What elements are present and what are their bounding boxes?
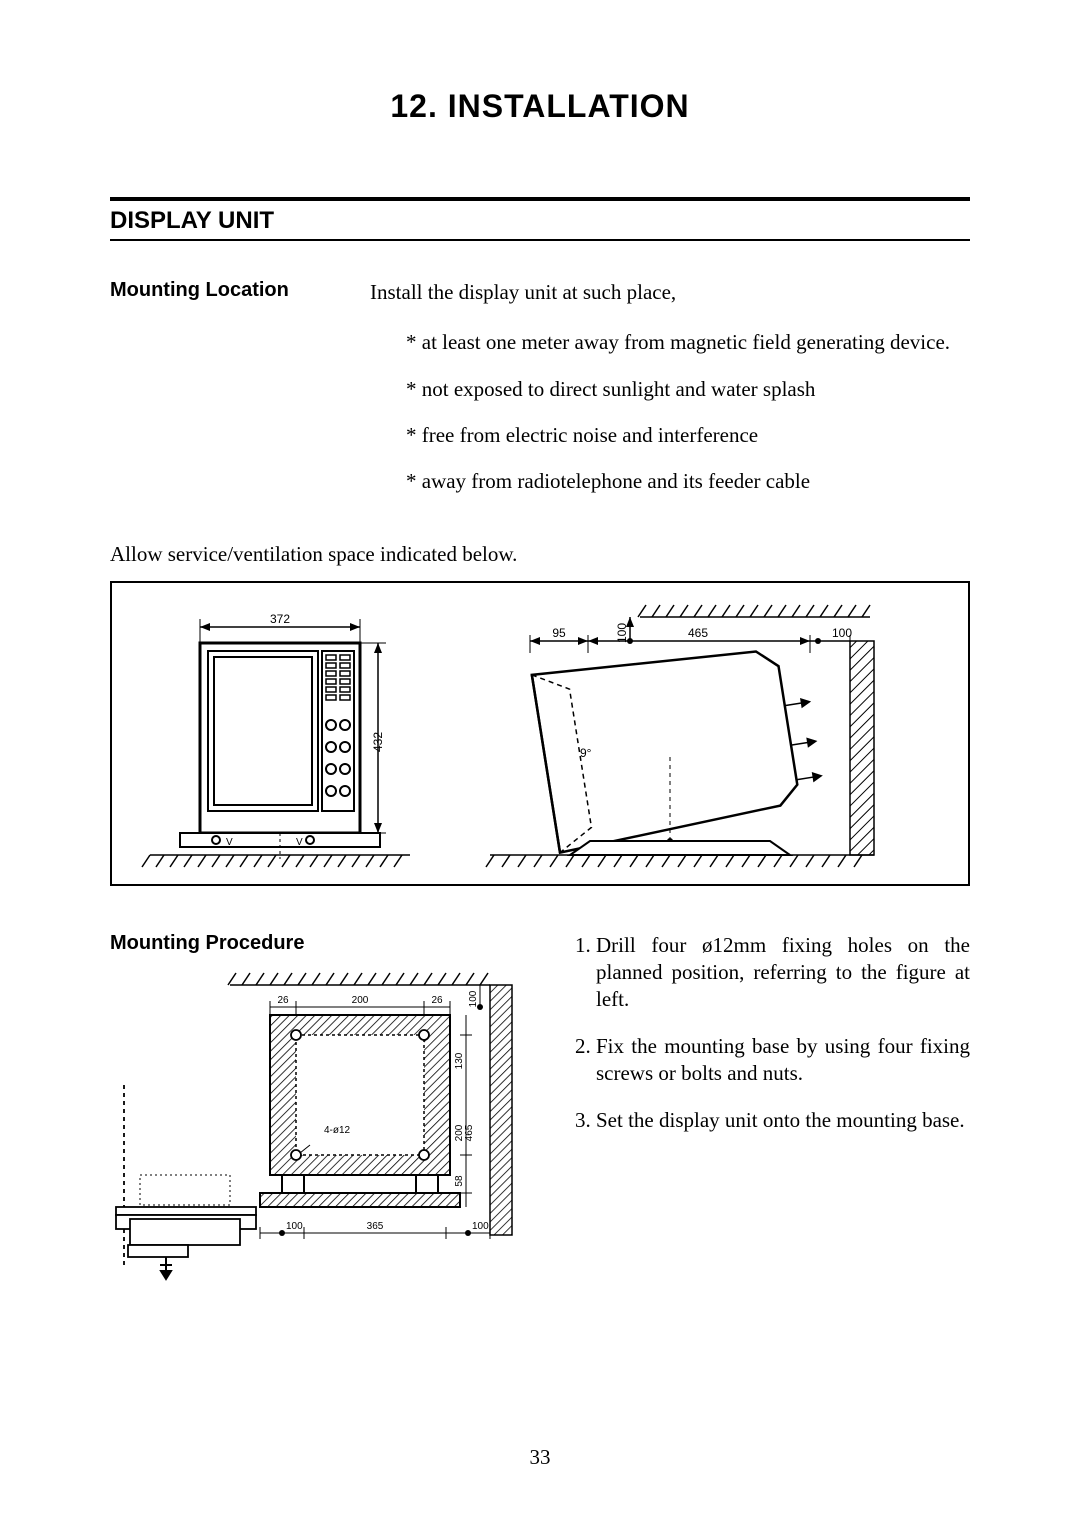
mounting-procedure-heading: Mounting Procedure xyxy=(110,932,540,955)
dimension-figure: 372 V V xyxy=(110,581,970,886)
list-item: at least one meter away from magnetic fi… xyxy=(406,329,970,355)
page-number: 33 xyxy=(0,1445,1080,1470)
mounting-location-bullets: at least one meter away from magnetic fi… xyxy=(370,329,970,494)
dim-label: 465 xyxy=(464,1124,475,1141)
hole-callout: 4-ø12 xyxy=(324,1125,351,1136)
dim-label: 100 xyxy=(468,990,479,1007)
dim-label: 95 xyxy=(552,626,566,640)
dim-label: 465 xyxy=(688,626,708,640)
foot-mark: V xyxy=(226,837,233,848)
chapter-number: 12. xyxy=(390,88,437,124)
mounting-location-intro: Install the display unit at such place, xyxy=(370,279,970,305)
chapter-title: 12. INSTALLATION xyxy=(110,88,970,125)
service-ventilation-line: Allow service/ventilation space indicate… xyxy=(110,542,970,567)
chapter-name: INSTALLATION xyxy=(448,88,690,124)
base-plan-diagram: 100 26 200 26 4-ø12 xyxy=(110,965,540,1285)
list-item: Fix the mounting base by using four fixi… xyxy=(596,1033,970,1087)
dim-label: 100 xyxy=(832,626,852,640)
dim-label: 26 xyxy=(277,995,289,1006)
tilt-angle-label: 9° xyxy=(580,746,592,760)
side-view-diagram: 100 95 465 100 xyxy=(470,597,900,872)
dim-label: 365 xyxy=(367,1221,384,1232)
list-item: free from electric noise and interferenc… xyxy=(406,422,970,448)
dim-label: 100 xyxy=(286,1221,303,1232)
dim-label: 372 xyxy=(270,612,290,626)
dim-label: 100 xyxy=(472,1221,489,1232)
list-item: Drill four ø12mm fixing holes on the pla… xyxy=(596,932,970,1013)
dim-label: 26 xyxy=(431,995,443,1006)
list-item: Set the display unit onto the mounting b… xyxy=(596,1107,970,1134)
foot-mark: V xyxy=(296,837,303,848)
dim-label: 432 xyxy=(371,732,385,752)
front-view-diagram: 372 V V xyxy=(130,597,430,872)
dim-label: 130 xyxy=(454,1052,465,1069)
mounting-procedure-block: Mounting Procedure xyxy=(110,932,970,1290)
section-title: DISPLAY UNIT xyxy=(110,201,970,239)
section-rule-bottom xyxy=(110,239,970,241)
dim-label: 100 xyxy=(615,623,629,643)
list-item: not exposed to direct sunlight and water… xyxy=(406,376,970,402)
dim-label: 58 xyxy=(454,1175,465,1187)
mounting-procedure-steps: Drill four ø12mm fixing holes on the pla… xyxy=(574,932,970,1133)
mounting-location-heading: Mounting Location xyxy=(110,279,370,302)
list-item: away from radiotelephone and its feeder … xyxy=(406,468,970,494)
mounting-location-block: Mounting Location Install the display un… xyxy=(110,279,970,514)
dim-label: 200 xyxy=(352,995,369,1006)
